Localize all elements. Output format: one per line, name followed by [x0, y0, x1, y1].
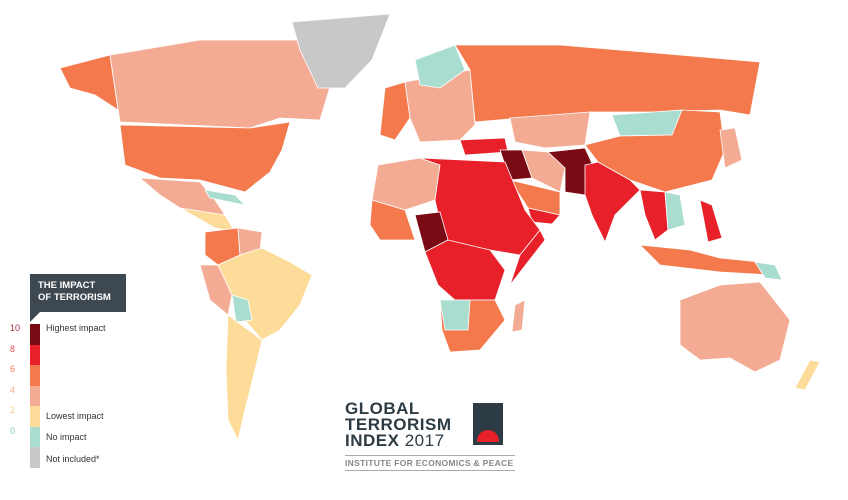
region-greenland [291, 13, 391, 89]
tick-4: 4 [10, 385, 16, 395]
tick-2: 2 [10, 405, 16, 415]
region-iran [521, 149, 566, 193]
region-kazakhstan [509, 111, 591, 149]
region-namibia-botswana [439, 299, 471, 331]
region-russia [454, 44, 761, 123]
region-japan [719, 127, 743, 169]
region-mongolia [611, 109, 683, 137]
institute-name: INSTITUTE FOR ECONOMICS & PEACE [345, 455, 515, 471]
report-cover-icon [473, 403, 503, 445]
swatch-high [30, 344, 40, 365]
region-somalia [509, 229, 546, 286]
region-uk-europe-west [379, 81, 411, 141]
tick-0: 0 [10, 426, 16, 436]
region-argentina-chile [225, 314, 263, 442]
logo-year: 2017 [404, 431, 445, 450]
swatch-lowest [30, 406, 40, 427]
legend-title: THE IMPACT OF TERRORISM [30, 274, 126, 322]
tick-8: 8 [10, 344, 16, 354]
region-australia [679, 281, 791, 373]
logo-line1: GLOBAL [345, 399, 420, 418]
region-north-africa [371, 157, 441, 211]
swatch-low [30, 385, 40, 406]
region-india [584, 161, 641, 244]
region-indonesia [638, 244, 771, 276]
region-peru [199, 264, 233, 316]
region-africa-sahel [419, 157, 541, 256]
label-lowest: Lowest impact [46, 411, 104, 421]
region-southeast-asia [639, 189, 669, 241]
region-canada [109, 39, 336, 129]
region-usa [119, 121, 291, 193]
region-vietnam [664, 191, 686, 231]
swatch-highest [30, 324, 40, 345]
logo-line2: TERRORISM [345, 415, 452, 434]
logo-line3: INDEX [345, 431, 400, 450]
tick-10: 10 [10, 323, 21, 333]
swatch-mid [30, 365, 40, 386]
region-philippines [699, 199, 723, 243]
swatch-not-included [30, 447, 40, 468]
swatch-none [30, 426, 40, 447]
legend-title-line1: THE IMPACT [38, 280, 96, 291]
region-new-zealand [794, 359, 821, 391]
region-alaska [59, 54, 119, 111]
region-scandinavia [414, 44, 466, 89]
region-west-africa [369, 199, 416, 241]
label-not-included: Not included* [46, 454, 100, 464]
region-madagascar [511, 299, 526, 333]
gti-logo: GLOBAL TERRORISM INDEX 2017 INSTITUTE FO… [345, 399, 515, 471]
region-papua [754, 261, 783, 281]
tick-6: 6 [10, 364, 16, 374]
label-none: No impact [46, 432, 87, 442]
legend-title-line2: OF TERRORISM [38, 292, 111, 303]
region-caribbean [204, 189, 247, 206]
region-bolivia [231, 294, 253, 323]
legend-scale [30, 324, 40, 468]
region-central-africa [424, 239, 506, 301]
label-highest: Highest impact [46, 323, 106, 333]
